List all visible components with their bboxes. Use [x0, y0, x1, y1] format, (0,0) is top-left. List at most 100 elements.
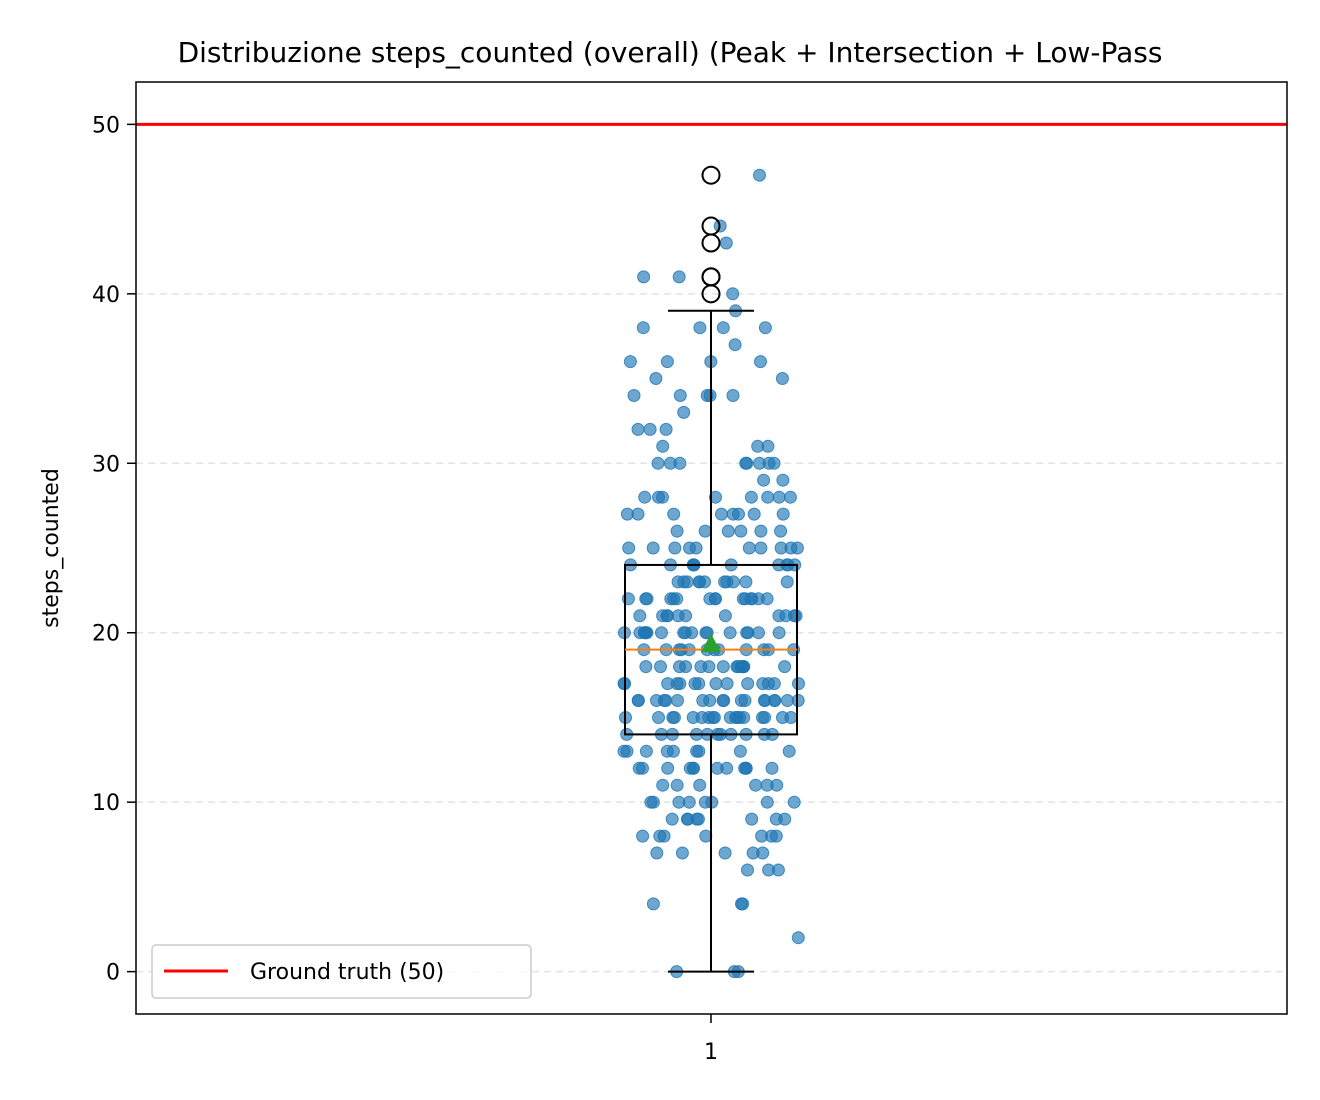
- data-point: [633, 609, 647, 623]
- data-point: [671, 694, 684, 707]
- data-point: [761, 490, 775, 504]
- data-point: [623, 355, 637, 369]
- data-point: [672, 270, 686, 284]
- data-point: [632, 761, 646, 775]
- data-point: [776, 711, 789, 724]
- data-point: [622, 541, 636, 555]
- data-point: [682, 795, 696, 809]
- data-point: [668, 541, 682, 555]
- data-point: [650, 846, 664, 860]
- data-point: [698, 795, 712, 809]
- y-tick-label-10: 10: [92, 791, 120, 816]
- data-point: [692, 677, 706, 691]
- data-point: [699, 626, 713, 640]
- data-point: [740, 626, 754, 640]
- data-point: [696, 694, 710, 707]
- y-tick-label-20: 20: [92, 622, 120, 647]
- data-point: [751, 592, 765, 606]
- data-point: [717, 694, 731, 707]
- data-point: [709, 677, 723, 691]
- data-point: [677, 405, 691, 419]
- data-point: [772, 490, 786, 504]
- data-point: [719, 236, 733, 250]
- data-point: [639, 744, 653, 758]
- data-point: [757, 473, 771, 487]
- legend-entry-ground-truth: Ground truth (50): [250, 960, 444, 985]
- data-point: [775, 372, 789, 385]
- data-point: [653, 829, 667, 843]
- y-axis-ticks: 0 10 20 30 40 50: [92, 113, 136, 986]
- data-point: [692, 744, 706, 758]
- data-point: [670, 778, 684, 792]
- box-element: [624, 165, 798, 973]
- data-point: [738, 694, 752, 707]
- data-point: [636, 829, 650, 843]
- data-point: [762, 863, 776, 877]
- y-tick-label-30: 30: [92, 452, 120, 477]
- data-point: [639, 592, 653, 606]
- data-point: [694, 660, 708, 674]
- data-point: [646, 897, 660, 911]
- data-point: [715, 507, 728, 521]
- data-point: [643, 422, 657, 436]
- data-point: [720, 677, 734, 691]
- data-point: [791, 931, 805, 945]
- data-point: [772, 626, 786, 640]
- data-point: [739, 575, 753, 589]
- data-point: [733, 744, 747, 758]
- data-point: [741, 677, 755, 691]
- data-point: [762, 456, 776, 470]
- data-point: [716, 321, 730, 335]
- data-point: [739, 761, 753, 775]
- data-point: [673, 389, 687, 402]
- data-point: [683, 541, 696, 555]
- data-point: [740, 456, 754, 470]
- data-point: [736, 592, 750, 606]
- data-point: [754, 524, 768, 538]
- legend-frame: [151, 944, 532, 999]
- data-point: [780, 575, 794, 589]
- data-point: [656, 490, 669, 504]
- x-axis-ticks: 1: [704, 1014, 718, 1065]
- data-point: [646, 541, 660, 555]
- data-point: [737, 660, 751, 674]
- data-point: [787, 609, 801, 623]
- data-point: [675, 846, 689, 860]
- data-point: [769, 812, 783, 826]
- data-point: [636, 321, 650, 335]
- y-tick-label-40: 40: [92, 283, 120, 308]
- data-point: [664, 592, 678, 606]
- data-point: [665, 812, 679, 826]
- data-point: [747, 507, 761, 521]
- data-point: [679, 609, 693, 623]
- data-point: [686, 711, 700, 724]
- data-point: [670, 524, 684, 538]
- outlier-point: [701, 216, 721, 236]
- data-point: [732, 507, 745, 521]
- data-point: [667, 507, 681, 521]
- data-point: [654, 660, 667, 674]
- y-tick-label-0: 0: [106, 961, 120, 986]
- data-point: [756, 677, 770, 691]
- data-point: [791, 694, 805, 707]
- data-point: [637, 270, 651, 284]
- data-point: [698, 524, 712, 538]
- data-point: [726, 389, 740, 402]
- data-point: [652, 711, 665, 724]
- data-point: [778, 660, 792, 674]
- data-point: [709, 490, 722, 504]
- data-point: [627, 389, 641, 402]
- x-tick-label-1: 1: [704, 1040, 718, 1065]
- data-point: [649, 372, 663, 385]
- data-point: [666, 744, 680, 758]
- data-point: [673, 456, 687, 470]
- data-point: [726, 287, 740, 301]
- data-point: [657, 694, 671, 707]
- data-point: [754, 355, 767, 369]
- data-point: [617, 744, 631, 758]
- data-point: [758, 321, 772, 335]
- data-point: [720, 761, 734, 775]
- data-point: [644, 795, 658, 809]
- data-point: [707, 711, 721, 724]
